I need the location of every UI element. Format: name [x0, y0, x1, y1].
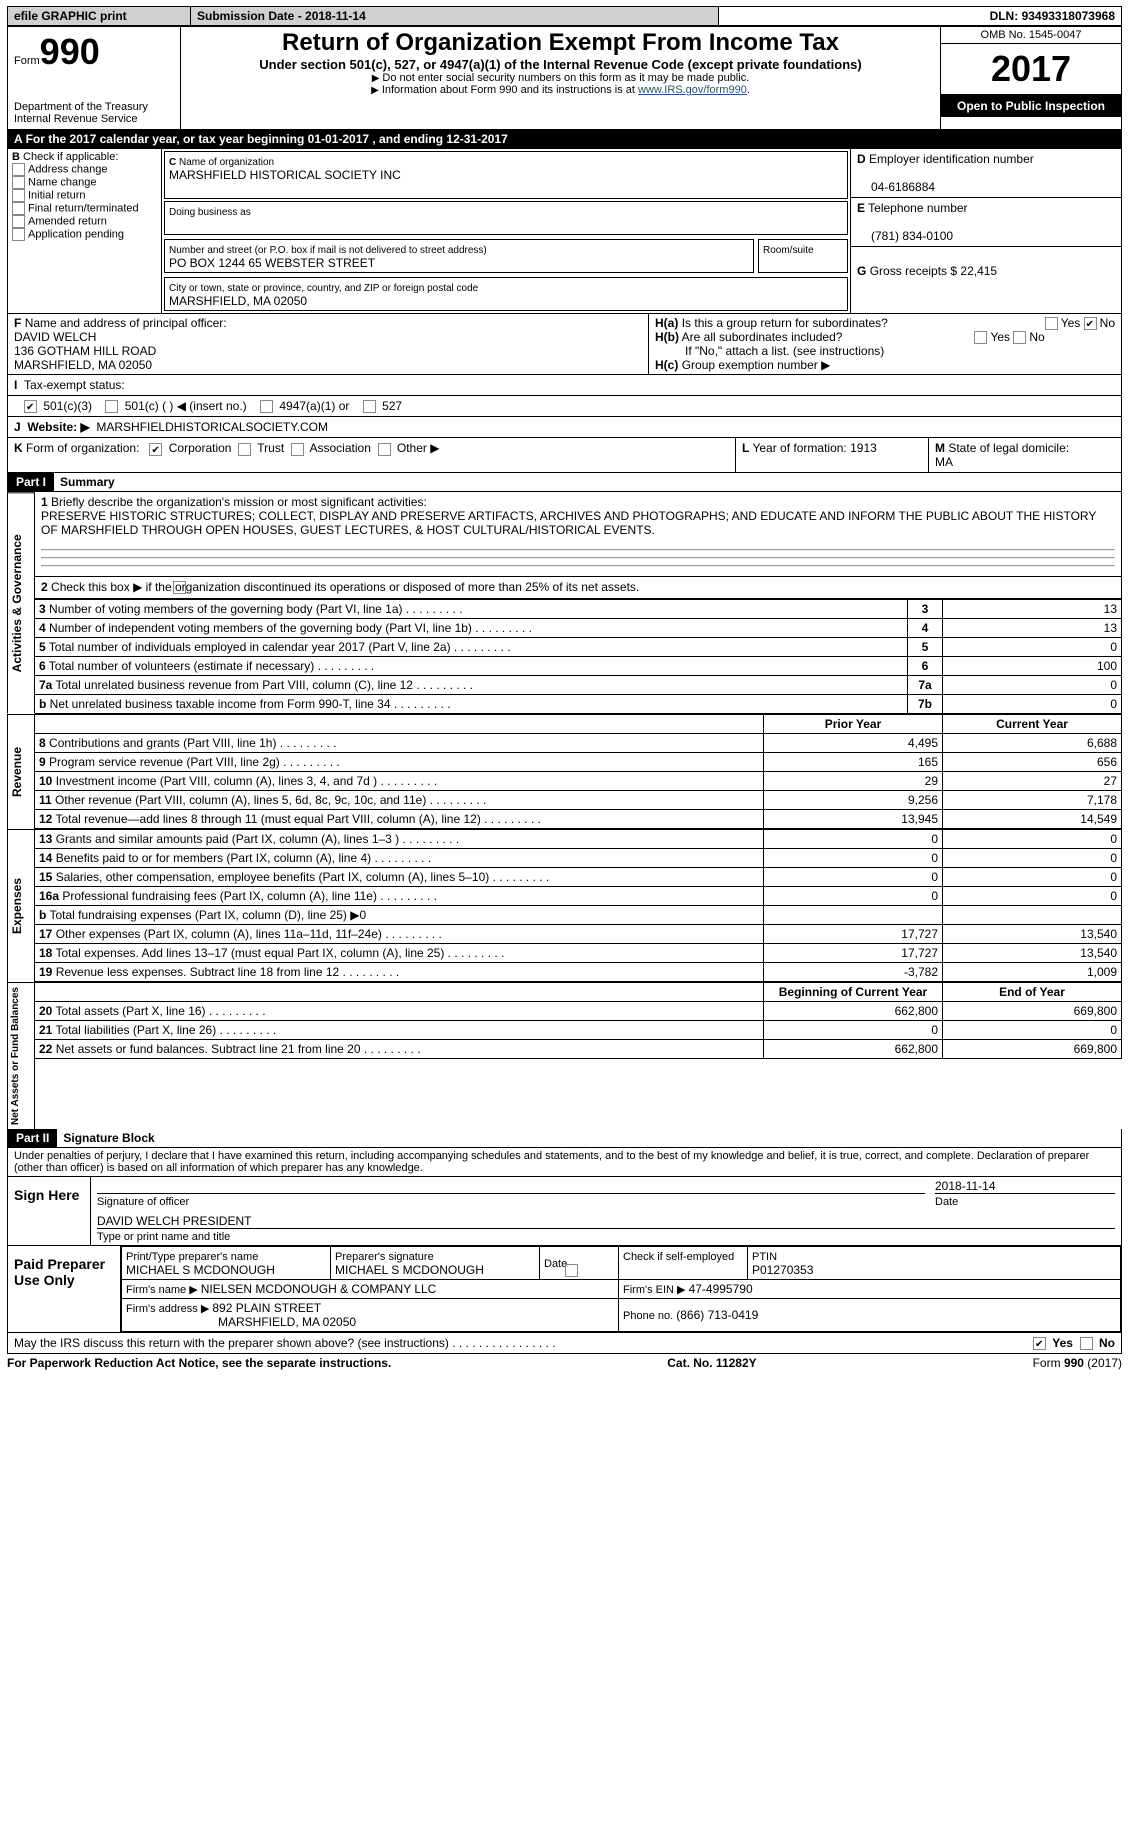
firm-city: MARSHFIELD, MA 02050 [126, 1315, 356, 1329]
cb-other[interactable] [378, 443, 391, 456]
cb-trust[interactable] [238, 443, 251, 456]
dept-line2: Internal Revenue Service [14, 113, 174, 125]
mission-text: PRESERVE HISTORIC STRUCTURES; COLLECT, D… [41, 509, 1096, 537]
sig-date: 2018-11-14 [935, 1179, 1115, 1194]
note-ssn: Do not enter social security numbers on … [191, 72, 930, 84]
tax-year: 2017 [941, 44, 1121, 95]
section-a-bar: A For the 2017 calendar year, or tax yea… [7, 130, 1122, 149]
website: MARSHFIELDHISTORICALSOCIETY.COM [96, 420, 328, 434]
website-row: J Website: ▶ MARSHFIELDHISTORICALSOCIETY… [7, 417, 1122, 438]
open-inspection: Open to Public Inspection [941, 95, 1121, 117]
form-subtitle: Under section 501(c), 527, or 4947(a)(1)… [191, 57, 930, 72]
firm-name: NIELSEN MCDONOUGH & COMPANY LLC [201, 1282, 437, 1296]
rev-table: Prior YearCurrent Year8 Contributions an… [35, 714, 1122, 829]
form-title: Return of Organization Exempt From Incom… [191, 29, 930, 57]
officer-h-block: F Name and address of principal officer:… [7, 314, 1122, 375]
cb-self-employed[interactable] [565, 1264, 578, 1277]
tax-exempt-row: I Tax-exempt status: [7, 375, 1122, 396]
b-label: Check if applicable: [23, 151, 118, 163]
submission-date[interactable]: Submission Date - 2018-11-14 [191, 7, 719, 26]
part1-body: Activities & Governance 1 Briefly descri… [7, 492, 1122, 713]
cb-discuss-yes[interactable] [1033, 1337, 1046, 1350]
phone: (781) 834-0100 [857, 229, 953, 243]
cb-name-change[interactable] [12, 176, 25, 189]
note-info: Information about Form 990 and its instr… [191, 84, 930, 96]
cb-501c[interactable] [105, 400, 118, 413]
ptin: P01270353 [752, 1263, 813, 1277]
vert-netassets: Net Assets or Fund Balances [7, 982, 35, 1129]
vert-expenses: Expenses [7, 829, 35, 982]
cb-discuss-no[interactable] [1080, 1337, 1093, 1350]
ag-table: 3 Number of voting members of the govern… [35, 599, 1122, 714]
cb-assoc[interactable] [291, 443, 304, 456]
preparer-name: MICHAEL S MCDONOUGH [126, 1263, 275, 1277]
k-l-m-row: K Form of organization: Corporation Trus… [7, 438, 1122, 473]
cb-ha-yes[interactable] [1045, 317, 1058, 330]
topbar: efile GRAPHIC print Submission Date - 20… [7, 6, 1122, 26]
org-city: MARSHFIELD, MA 02050 [169, 294, 307, 308]
part2-header: Part II Signature Block [7, 1129, 1122, 1148]
discuss-row: May the IRS discuss this return with the… [7, 1333, 1122, 1354]
org-name: MARSHFIELD HISTORICAL SOCIETY INC [169, 168, 401, 182]
org-info-block: B Check if applicable: Address change Na… [7, 149, 1122, 314]
cb-amended-return[interactable] [12, 215, 25, 228]
form-header: Form990 Department of the Treasury Inter… [7, 26, 1122, 130]
irs-link[interactable]: www.IRS.gov/form990 [638, 84, 747, 96]
na-table: Beginning of Current YearEnd of Year20 T… [35, 982, 1122, 1059]
cb-ha-no[interactable] [1084, 317, 1097, 330]
org-street: PO BOX 1244 65 WEBSTER STREET [169, 256, 375, 270]
cb-discontinued[interactable] [173, 581, 186, 594]
cb-corp[interactable] [149, 443, 162, 456]
efile-print-button[interactable]: efile GRAPHIC print [8, 7, 191, 26]
cb-address-change[interactable] [12, 163, 25, 176]
cb-final-return[interactable] [12, 202, 25, 215]
part1-header: Part I Summary [7, 473, 1122, 492]
firm-ein: 47-4995790 [689, 1282, 753, 1296]
officer-name: DAVID WELCH [14, 330, 96, 344]
state-domicile: MA [935, 455, 953, 469]
officer-addr2: MARSHFIELD, MA 02050 [14, 358, 152, 372]
firm-phone: (866) 713-0419 [676, 1308, 758, 1322]
declaration: Under penalties of perjury, I declare th… [7, 1148, 1122, 1177]
dln: DLN: 93493318073968 [719, 7, 1122, 26]
cb-4947[interactable] [260, 400, 273, 413]
cb-initial-return[interactable] [12, 189, 25, 202]
omb-number: OMB No. 1545-0047 [941, 27, 1121, 44]
page-footer: For Paperwork Reduction Act Notice, see … [7, 1354, 1122, 1370]
vert-activities: Activities & Governance [7, 492, 35, 713]
paid-preparer-block: Paid Preparer Use Only Print/Type prepar… [7, 1246, 1122, 1333]
cb-501c3[interactable] [24, 400, 37, 413]
cb-hb-yes[interactable] [974, 331, 987, 344]
officer-addr1: 136 GOTHAM HILL ROAD [14, 344, 156, 358]
gross-receipts: 22,415 [960, 264, 997, 278]
preparer-sig: MICHAEL S MCDONOUGH [335, 1263, 484, 1277]
sign-here-block: Sign Here Signature of officer 2018-11-1… [7, 1177, 1122, 1246]
vert-revenue: Revenue [7, 714, 35, 829]
cb-527[interactable] [363, 400, 376, 413]
ein: 04-6186884 [857, 180, 935, 194]
form-number: 990 [40, 31, 100, 72]
dba-label: Doing business as [169, 207, 251, 218]
dept-line1: Department of the Treasury [14, 101, 174, 113]
officer-name-title: DAVID WELCH PRESIDENT [97, 1214, 251, 1228]
exp-table: 13 Grants and similar amounts paid (Part… [35, 829, 1122, 982]
year-formation: 1913 [850, 441, 877, 455]
form-word: Form [14, 55, 40, 67]
cb-hb-no[interactable] [1013, 331, 1026, 344]
firm-addr: 892 PLAIN STREET [212, 1301, 321, 1315]
cb-application-pending[interactable] [12, 228, 25, 241]
